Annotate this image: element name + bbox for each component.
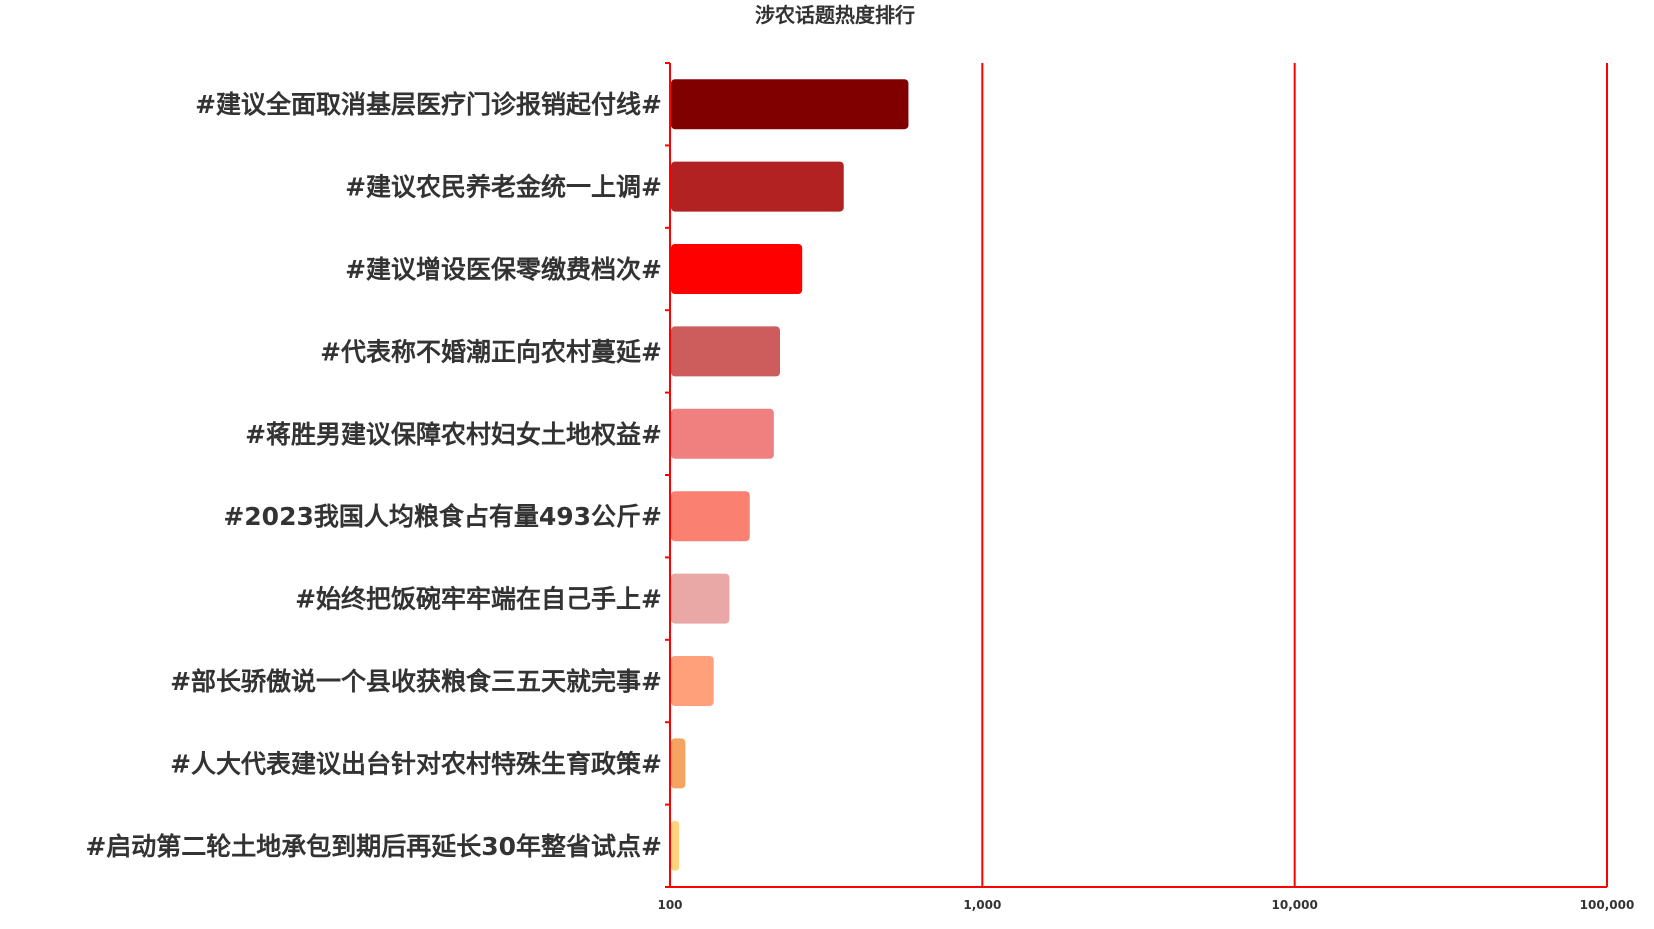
bar <box>671 161 844 212</box>
category-labels: #建议全面取消基层医疗门诊报销起付线# #建议农民养老金统一上调# #建议增设医保零… <box>85 90 662 861</box>
category-label: #代表称不婚潮正向农村蔓延# <box>320 337 662 366</box>
category-label: #蒋胜男建议保障农村妇女土地权益# <box>245 420 662 449</box>
x-tick-label: 100 <box>657 898 682 912</box>
category-label: #人大代表建议出台针对农村特殊生育政策# <box>170 749 662 778</box>
grid <box>981 63 1608 887</box>
category-label: #建议农民养老金统一上调# <box>345 173 662 202</box>
category-label: #启动第二轮土地承包到期后再延长30年整省试点# <box>85 832 662 861</box>
bar <box>671 738 686 789</box>
x-tick-label: 100,000 <box>1580 898 1635 912</box>
bar <box>671 656 714 706</box>
bar <box>671 79 909 130</box>
bar <box>671 573 730 624</box>
category-label: #始终把饭碗牢牢端在自己手上# <box>295 585 662 614</box>
bar <box>671 326 780 377</box>
bar <box>671 244 803 294</box>
category-label: #部长骄傲说一个县收获粮食三五天就完事# <box>170 667 662 696</box>
bar <box>671 491 750 542</box>
category-label: #2023我国人均粮食占有量493公斤# <box>223 502 662 531</box>
x-tick-labels: 100 1,000 10,000 100,000 <box>657 898 1634 912</box>
category-label: #建议全面取消基层医疗门诊报销起付线# <box>195 90 662 119</box>
category-label: #建议增设医保零缴费档次# <box>345 255 662 284</box>
axes <box>665 62 1607 888</box>
x-tick-label: 10,000 <box>1272 898 1318 912</box>
x-tick-label: 1,000 <box>963 898 1001 912</box>
chart-title: 涉农话题热度排行 <box>755 3 915 27</box>
bars <box>671 79 909 871</box>
bar <box>671 408 774 459</box>
bar <box>671 820 680 871</box>
